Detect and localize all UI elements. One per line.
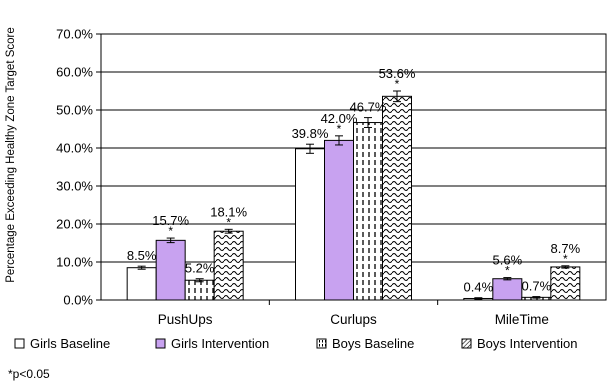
- data-label: 5.6%: [493, 253, 523, 268]
- bar: [295, 148, 325, 301]
- x-axis: PushUps Curlups MileTime: [158, 300, 549, 327]
- bars: [126, 90, 581, 301]
- bar: [382, 95, 412, 301]
- data-label: 8.7%: [551, 241, 581, 256]
- data-label: 8.5%: [127, 248, 157, 263]
- category-label: MileTime: [495, 312, 549, 327]
- data-label: 53.6%: [379, 66, 416, 81]
- bar: [492, 278, 523, 301]
- data-labels: 8.5%*15.7%5.2%*18.1%39.8% *42.0%46.7%*53.…: [127, 66, 581, 295]
- y-tick-label: 20.0%: [56, 217, 93, 232]
- legend-label: Girls Intervention: [171, 336, 269, 351]
- data-label: 42.0%: [321, 111, 358, 126]
- data-label: 0.7%: [522, 279, 552, 294]
- significance-marker: *: [168, 224, 173, 238]
- significance-marker: *: [337, 122, 342, 136]
- bar: [353, 122, 383, 301]
- bar: [126, 267, 157, 301]
- legend-swatch: [461, 338, 472, 349]
- category-label: PushUps: [158, 312, 213, 327]
- bar: [213, 230, 244, 301]
- legend-label: Boys Baseline: [332, 336, 414, 351]
- significance-marker: *: [226, 215, 231, 229]
- legend-swatch: [155, 338, 166, 349]
- significance-marker: *: [395, 77, 400, 91]
- data-label: 15.7%: [152, 213, 189, 228]
- data-label: 46.7%: [350, 100, 387, 115]
- data-label: 5.2%: [185, 261, 215, 276]
- category-label: Curlups: [330, 312, 377, 327]
- y-tick-label: 40.0%: [56, 141, 93, 156]
- y-tick-label: 0.0%: [63, 293, 93, 308]
- legend-swatch: [14, 338, 25, 349]
- y-tick-label: 60.0%: [56, 65, 93, 80]
- y-tick-label: 50.0%: [56, 103, 93, 118]
- bar: [155, 239, 186, 301]
- bar: [324, 139, 354, 301]
- y-tick-label: 10.0%: [56, 255, 93, 270]
- legend-label: Girls Baseline: [30, 336, 110, 351]
- legend: Girls Baseline Girls Intervention Boys Bas…: [14, 336, 577, 351]
- data-label: 18.1%: [210, 204, 247, 219]
- y-axis-label: Percentage Exceeding Healthy Zone Target…: [5, 27, 17, 283]
- bar: [550, 266, 581, 301]
- y-tick-label: 70.0%: [56, 27, 93, 42]
- data-label: 39.8%: [292, 126, 329, 141]
- footnote: *p<0.05: [8, 367, 50, 381]
- significance-marker: *: [563, 252, 568, 266]
- data-label: 0.4%: [464, 280, 494, 295]
- legend-label: Boys Intervention: [477, 336, 577, 351]
- bar: [184, 279, 215, 301]
- y-tick-label: 30.0%: [56, 179, 93, 194]
- significance-marker: *: [505, 264, 510, 278]
- legend-swatch: [316, 338, 327, 349]
- y-axis: 0.0% 10.0% 20.0% 30.0% 40.0% 50.0% 60.0% 70.0%: [56, 27, 101, 308]
